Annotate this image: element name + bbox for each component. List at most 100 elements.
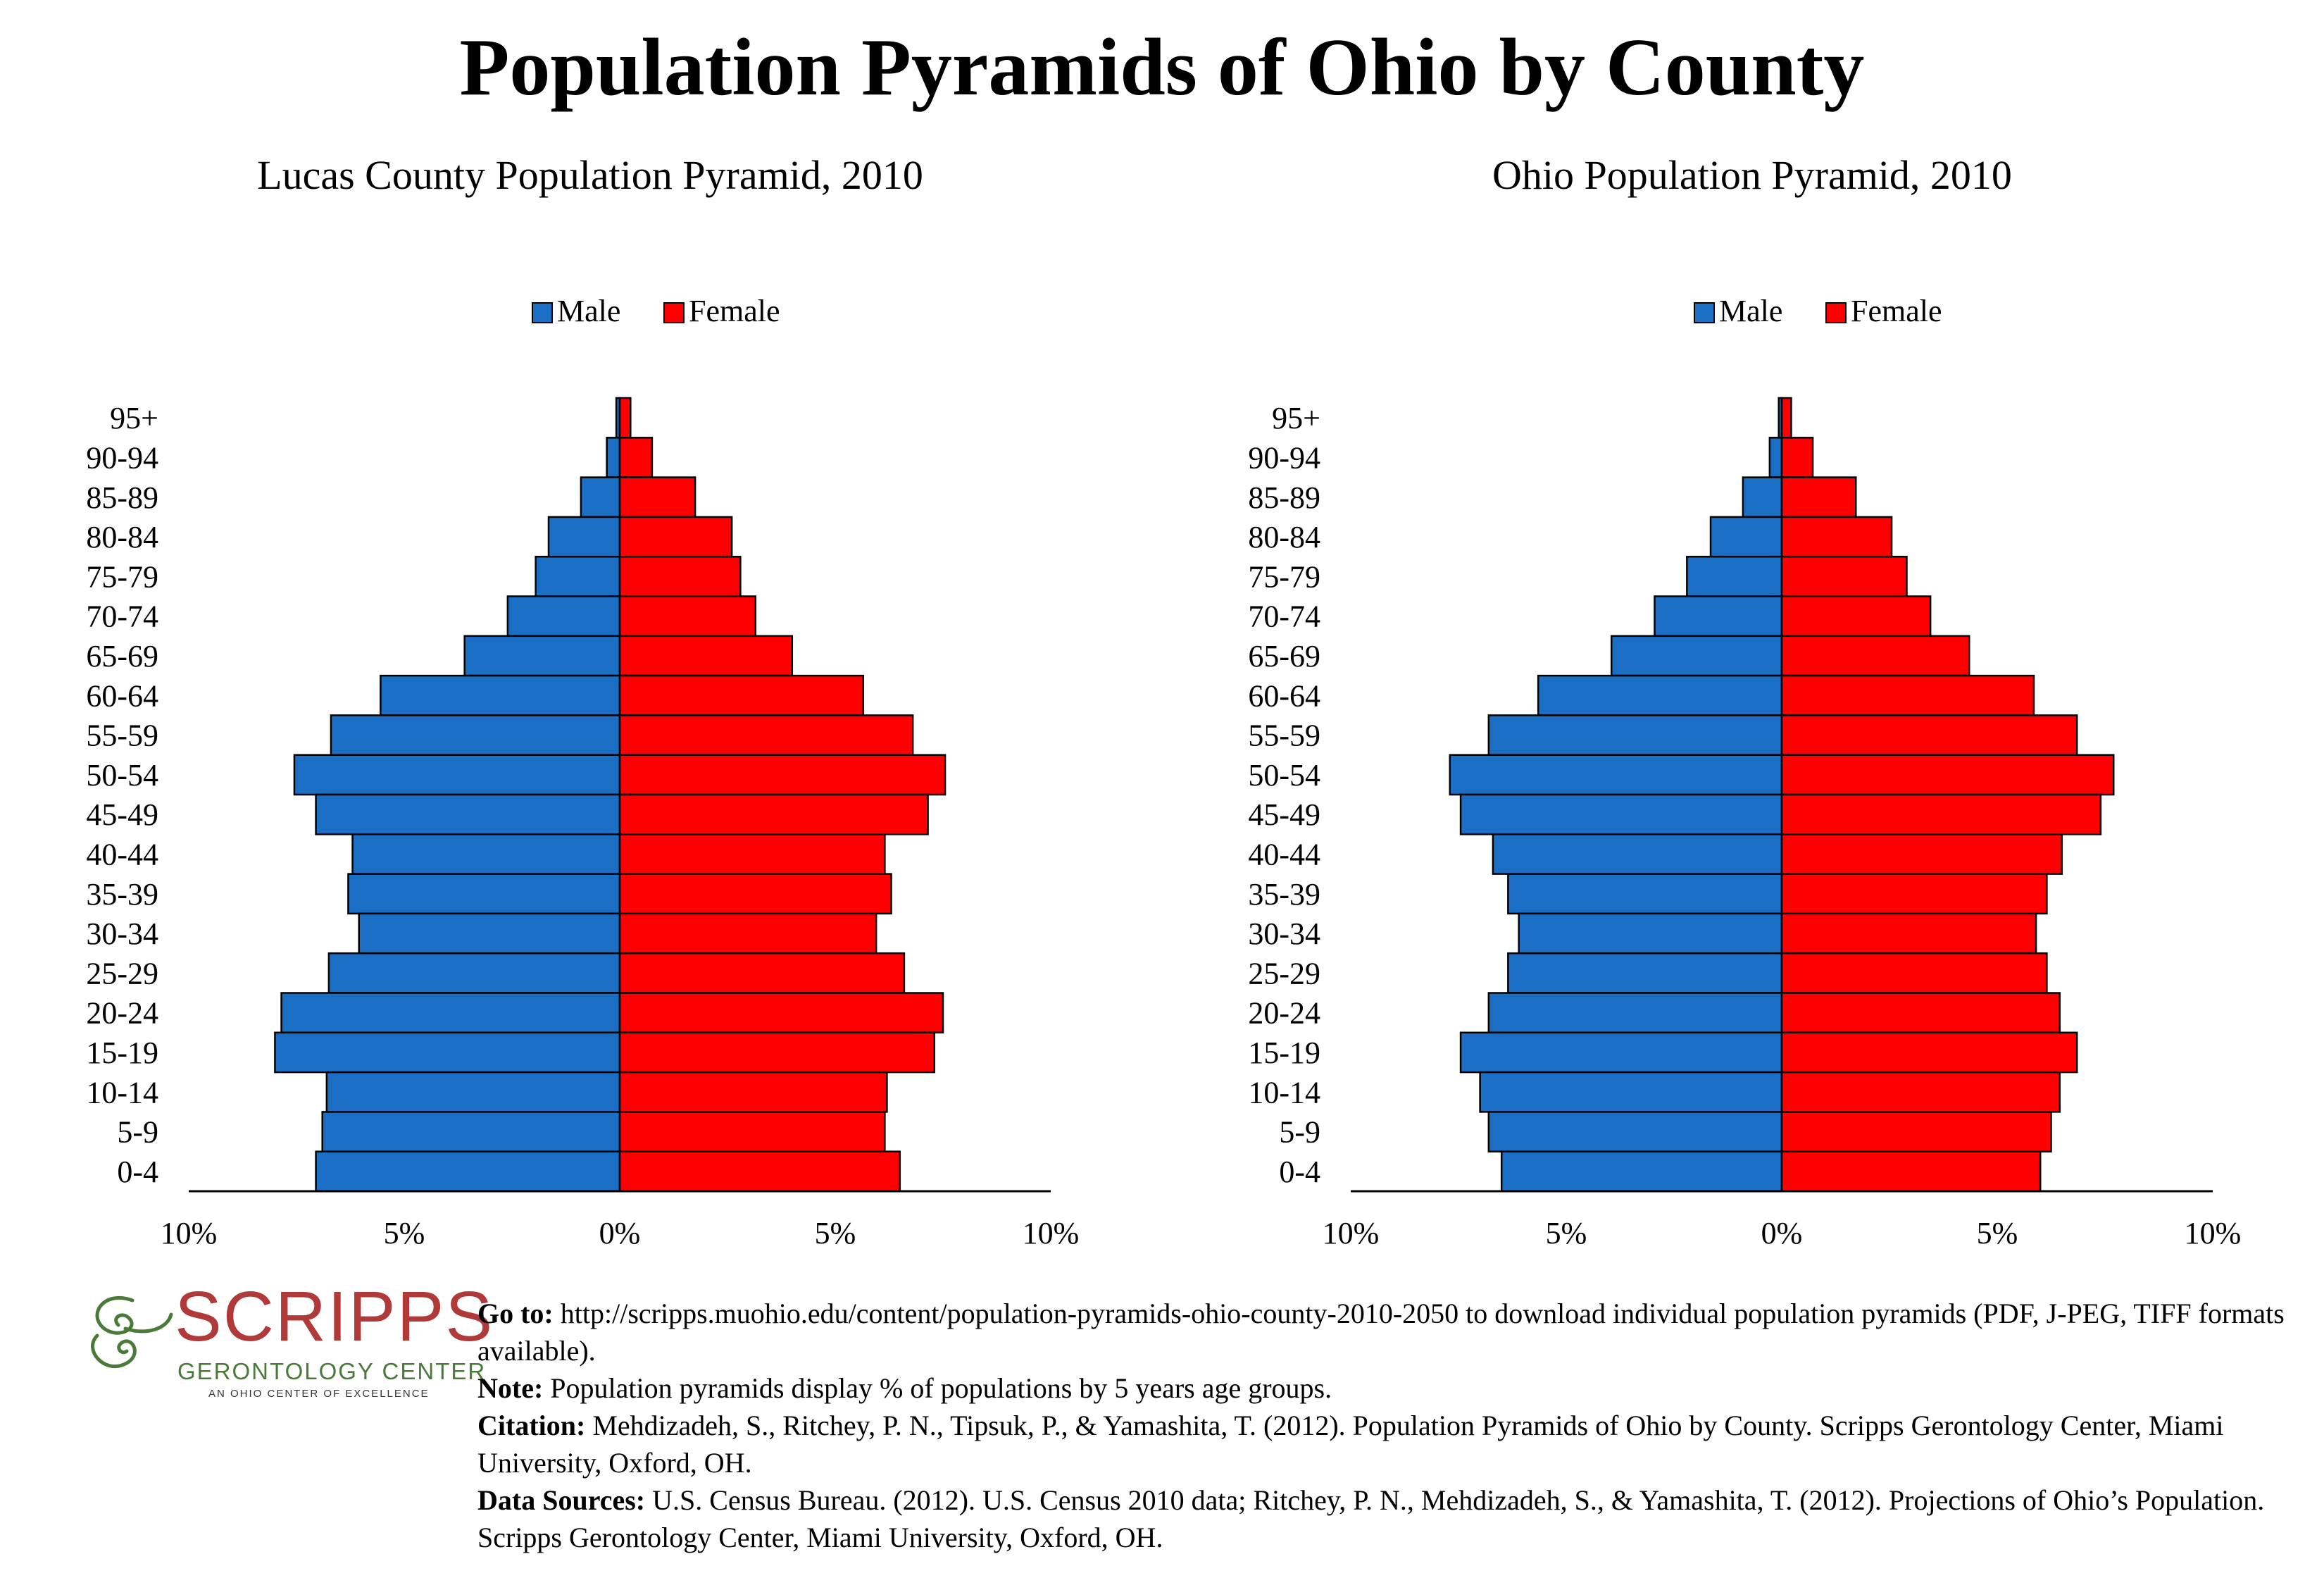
male-bar — [351, 833, 621, 875]
male-bar — [325, 1071, 621, 1113]
female-bar — [1780, 595, 1932, 638]
note-note: Note: Population pyramids display % of p… — [477, 1369, 2309, 1407]
female-bar — [1780, 516, 1893, 558]
female-bar — [618, 516, 733, 558]
female-bar — [618, 1071, 888, 1113]
age-group-label: 55-59 — [86, 719, 158, 753]
female-bar — [618, 555, 742, 597]
female-bar — [1780, 952, 2048, 994]
age-group-label: 30-34 — [1248, 916, 1320, 951]
age-group-label: 40-44 — [1248, 837, 1320, 871]
male-bar — [1487, 714, 1783, 756]
age-group-label: 45-49 — [1248, 797, 1320, 832]
female-bar — [618, 437, 654, 478]
male-bar — [1459, 1031, 1783, 1074]
female-bar — [618, 1031, 936, 1074]
male-bar — [1487, 1111, 1783, 1152]
female-bar — [618, 674, 865, 716]
male-bar — [463, 635, 621, 677]
female-bar — [618, 635, 794, 677]
logo-tagline: AN OHIO CENTER OF EXCELLENCE — [208, 1388, 430, 1400]
female-bar — [618, 476, 696, 518]
male-bar — [1487, 992, 1783, 1034]
male-bar — [358, 912, 621, 955]
male-bar — [1742, 476, 1783, 518]
male-bar — [293, 754, 621, 796]
female-bar — [1780, 437, 1814, 478]
age-group-label: 50-54 — [1248, 758, 1320, 792]
male-bar — [315, 1150, 621, 1193]
legend-male-label: Male — [1719, 294, 1782, 328]
sources-label: Data Sources: — [477, 1484, 646, 1516]
male-bar — [327, 952, 621, 994]
x-tick-label: 10% — [161, 1216, 218, 1250]
age-group-label: 10-14 — [86, 1075, 158, 1110]
legend-female-label: Female — [1851, 294, 1942, 328]
x-tick-label: 5% — [815, 1216, 856, 1250]
male-bar — [1709, 516, 1783, 558]
legend-male-swatch — [532, 302, 553, 323]
x-tick-label: 0% — [599, 1216, 641, 1250]
chart-title: Ohio Population Pyramid, 2010 — [1492, 152, 2012, 198]
female-bar — [1780, 1031, 2078, 1074]
male-bar — [1611, 635, 1783, 677]
female-bar — [618, 754, 947, 796]
age-group-label: 0-4 — [1279, 1155, 1320, 1189]
female-bar — [618, 595, 757, 638]
male-bar — [321, 1111, 621, 1152]
x-tick-label: 5% — [384, 1216, 425, 1250]
age-group-label: 95+ — [1272, 401, 1320, 435]
female-bar — [1780, 793, 2102, 835]
logo-wordmark: SCRIPPS — [175, 1277, 494, 1356]
age-group-label: 10-14 — [1248, 1075, 1320, 1110]
male-bar — [1507, 873, 1783, 915]
logo-subtitle: GERONTOLOGY CENTER — [177, 1358, 487, 1384]
swirl-logo-icon — [91, 1295, 173, 1369]
male-bar — [1507, 952, 1783, 994]
age-group-label: 90-94 — [86, 440, 158, 475]
male-bar — [380, 674, 621, 716]
male-bar — [1518, 912, 1783, 955]
age-group-label: 5-9 — [117, 1115, 158, 1150]
male-bar — [315, 793, 621, 835]
age-group-label: 60-64 — [86, 678, 158, 713]
ohio-pyramid-chart: Ohio Population Pyramid, 2010 Male Female 9… — [1248, 152, 2242, 1250]
female-bar — [1780, 714, 2078, 756]
age-group-label: 20-24 — [86, 996, 158, 1031]
female-bar — [1780, 912, 2037, 955]
goto-note: Go to: http://scripps.muohio.edu/content… — [477, 1295, 2309, 1369]
citation-text: Mehdizadeh, S., Ritchey, P. N., Tipsuk, … — [477, 1410, 2224, 1479]
age-group-label: 75-79 — [86, 559, 158, 594]
male-bar — [535, 555, 621, 597]
male-bar — [1686, 555, 1783, 597]
age-group-label: 70-74 — [86, 599, 158, 634]
page-title: Population Pyramids of Ohio by County — [459, 23, 1865, 113]
age-group-label: 70-74 — [1248, 599, 1320, 634]
age-group-label: 30-34 — [86, 916, 158, 951]
age-group-label: 5-9 — [1279, 1115, 1320, 1150]
female-bar — [1780, 873, 2048, 915]
x-tick-label: 5% — [1546, 1216, 1587, 1250]
x-tick-label: 10% — [2185, 1216, 2242, 1250]
female-bar — [1780, 1150, 2042, 1193]
age-group-label: 80-84 — [1248, 520, 1320, 554]
age-group-label: 55-59 — [1248, 719, 1320, 753]
age-group-label: 25-29 — [86, 956, 158, 990]
female-bar — [618, 992, 944, 1034]
age-group-label: 25-29 — [1248, 956, 1320, 990]
x-tick-label: 0% — [1761, 1216, 1803, 1250]
age-group-label: 0-4 — [117, 1155, 158, 1189]
age-group-label: 75-79 — [1248, 559, 1320, 594]
female-bar — [618, 1111, 886, 1152]
female-bar — [1780, 674, 2035, 716]
age-group-label: 35-39 — [1248, 877, 1320, 912]
male-bar — [606, 437, 621, 478]
female-bar — [618, 833, 886, 875]
female-bar — [1780, 1111, 2052, 1152]
female-bar — [1780, 992, 2061, 1034]
female-bar — [1780, 397, 1792, 439]
x-tick-label: 5% — [1977, 1216, 2018, 1250]
age-group-label: 90-94 — [1248, 440, 1320, 475]
goto-text: http://scripps.muohio.edu/content/popula… — [477, 1298, 2285, 1367]
female-bar — [618, 952, 906, 994]
